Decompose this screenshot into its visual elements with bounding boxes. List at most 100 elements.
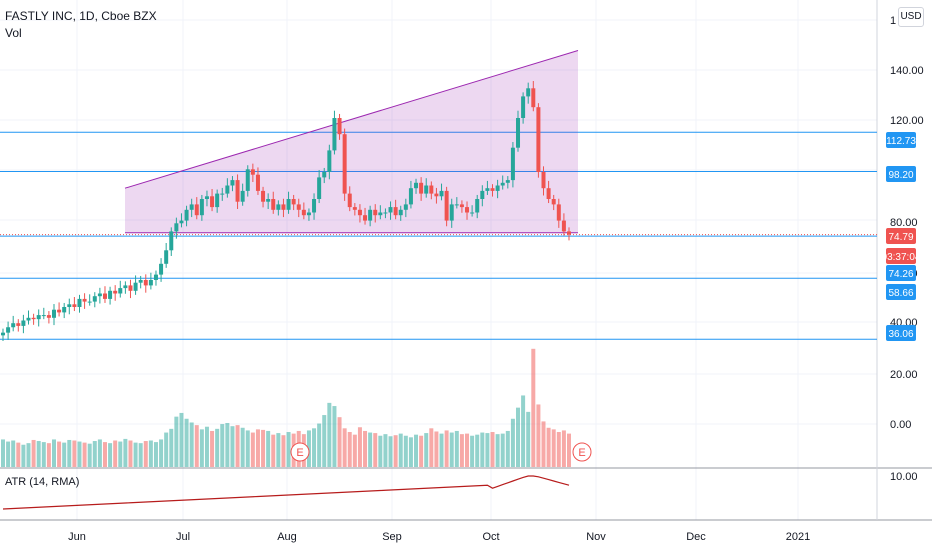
volume-bar (556, 432, 561, 467)
candle-body (194, 204, 199, 216)
earnings-marker: E (572, 442, 592, 462)
candle-body (62, 307, 67, 313)
volume-bar (424, 433, 429, 467)
candle-body (429, 185, 434, 194)
candle-body (363, 215, 368, 221)
volume-bar (220, 424, 225, 467)
volume-bar (133, 442, 138, 467)
volume-bar (16, 442, 21, 467)
volume-bar (419, 435, 424, 467)
volume-bar (357, 427, 362, 467)
volume-bar (567, 433, 571, 467)
volume-bar (235, 425, 240, 467)
volume-bar (352, 434, 357, 467)
candle-body (108, 290, 113, 299)
atr-line (2, 475, 570, 510)
candle-body (454, 204, 459, 206)
earnings-circle (572, 442, 592, 462)
candle-body (378, 212, 383, 216)
candle-body (128, 285, 133, 291)
volume-bar (97, 439, 102, 467)
price-badge: 74.26 (886, 265, 916, 281)
volume-bar (312, 428, 317, 467)
volume-bar (521, 395, 526, 467)
candle-body (449, 204, 454, 221)
candle-body (546, 188, 551, 199)
symbol-title[interactable]: FASTLY INC, 1D, Cboe BZX (5, 9, 157, 23)
volume-bar (245, 430, 250, 467)
price-badge: 03:37:04 (882, 248, 921, 264)
volume-bar (62, 442, 67, 467)
volume-bar (184, 418, 189, 467)
candle-body (286, 199, 291, 210)
volume-bar (255, 429, 260, 467)
candle-body (204, 196, 209, 199)
volume-bar (1, 439, 5, 467)
volume-bar (153, 442, 158, 467)
candle-body (337, 118, 342, 135)
volume-bar (342, 428, 347, 467)
candle-body (46, 315, 51, 318)
volume-bar (148, 440, 153, 467)
volume-bar (454, 430, 459, 467)
candle-body (322, 172, 327, 178)
earnings-label: E (578, 447, 585, 459)
candle-body (31, 317, 36, 320)
candle-body (148, 280, 153, 286)
volume-bar (240, 427, 245, 467)
price-badge-text: 36.06 (888, 329, 913, 340)
time-axis-tick: Jun (68, 531, 86, 543)
volume-bar (546, 427, 551, 467)
candle-body (16, 323, 21, 326)
candle-body (240, 190, 245, 202)
volume-bar (31, 439, 36, 467)
candle-body (434, 193, 439, 197)
volume-bar (373, 433, 378, 467)
volume-bar (363, 430, 368, 467)
currency-button[interactable]: USD (898, 7, 924, 27)
volume-bar (46, 443, 51, 467)
channel-upper-line (124, 50, 579, 189)
volume-bar (327, 402, 332, 467)
candle-body (133, 282, 138, 291)
volume-bar (128, 440, 133, 467)
volume-bar (41, 442, 46, 467)
volume-bar (215, 428, 220, 467)
volume-bar (286, 432, 291, 467)
volume-bar (276, 433, 281, 467)
volume-bar (6, 441, 11, 467)
candle-body (465, 207, 470, 213)
candle-body (36, 315, 41, 320)
candle-body (332, 118, 337, 151)
volume-bar (475, 434, 480, 467)
candle-body (490, 188, 495, 191)
time-axis-tick: Aug (277, 531, 297, 543)
volume-bar (102, 442, 107, 467)
candle-body (403, 204, 408, 210)
price-badge-bg (886, 284, 916, 300)
price-badge-bg (886, 132, 916, 148)
volume-legend[interactable]: Vol (5, 26, 22, 40)
volume-bar (194, 425, 199, 467)
candle-body (179, 220, 184, 224)
candle-body (6, 327, 11, 333)
volume-bar (317, 423, 322, 467)
volume-bar (434, 431, 439, 467)
volume-bar (138, 443, 143, 467)
volume-bar (536, 404, 541, 467)
volume-bar (332, 406, 337, 467)
volume-bar (179, 412, 184, 467)
atr-legend[interactable]: ATR (14, RMA) (5, 476, 80, 488)
candle-body (516, 118, 521, 148)
volume-bar (143, 441, 148, 467)
volume-bar (225, 423, 230, 467)
volume-bar (230, 426, 235, 467)
volume-bar (113, 440, 118, 467)
candle-body (414, 182, 419, 189)
volume-bar (82, 442, 87, 467)
candle-body (82, 298, 87, 302)
price-badge-bg (886, 228, 916, 244)
candle-body (57, 309, 62, 313)
